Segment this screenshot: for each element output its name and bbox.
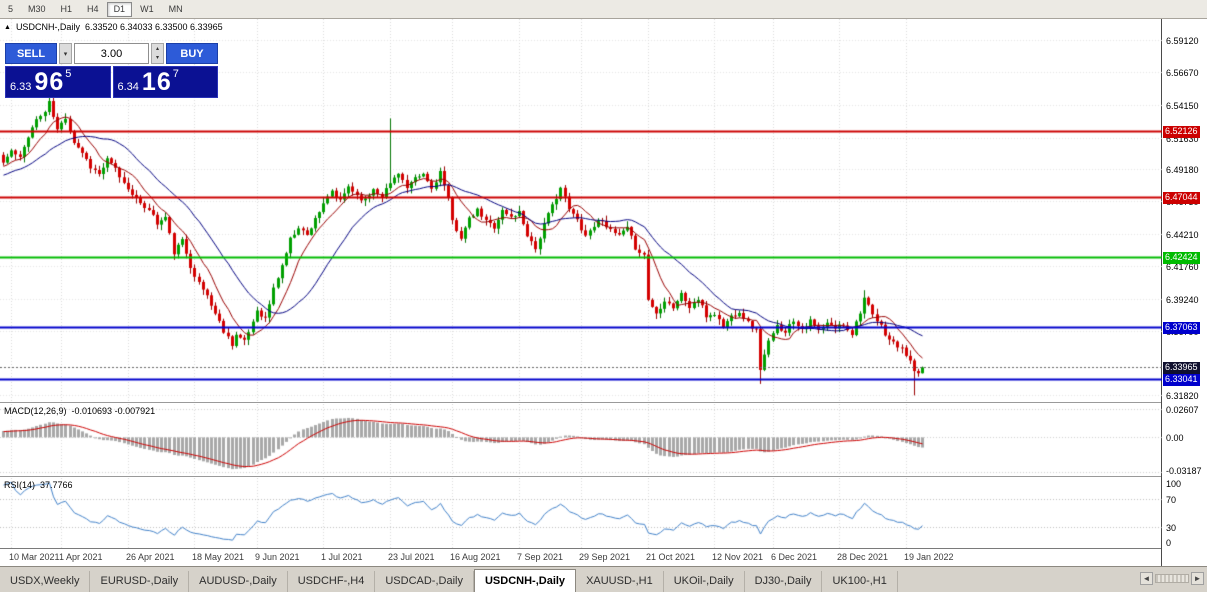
date-axis-label: 1 Jul 2021 xyxy=(321,552,363,562)
panel-separator[interactable] xyxy=(0,476,1161,478)
buy-price-prefix: 6.34 xyxy=(117,80,139,93)
chart-window: MACD(12,26,9) -0.010693 -0.007921 RSI(14… xyxy=(0,19,1207,566)
macd-name: MACD(12,26,9) xyxy=(4,406,67,416)
rsi-label: RSI(14) 37.7766 xyxy=(4,480,73,490)
symbol-period-label: USDCNH-,Daily xyxy=(15,22,80,32)
ohlc-quote-label: 6.33520 6.34033 6.33500 6.33965 xyxy=(84,22,223,32)
buy-button[interactable]: BUY xyxy=(166,43,218,64)
macd-canvas[interactable] xyxy=(0,404,1162,476)
chart-tab-usdx-weekly[interactable]: USDX,Weekly xyxy=(0,571,91,592)
order-options-dropdown-icon[interactable]: ▾ xyxy=(59,43,72,64)
macd-values: -0.010693 -0.007921 xyxy=(71,406,156,416)
chart-collapse-icon[interactable]: ▲ xyxy=(4,23,11,31)
date-axis-label: 21 Oct 2021 xyxy=(646,552,696,562)
price-axis-tick: 6.56670 xyxy=(1166,67,1199,78)
rsi-panel: RSI(14) 37.7766 xyxy=(0,478,1162,548)
rsi-value: 37.7766 xyxy=(40,480,73,490)
date-axis-label: 28 Dec 2021 xyxy=(837,552,889,562)
chart-tab-xauusd-h1[interactable]: XAUUSD-,H1 xyxy=(576,571,664,592)
price-level-badge: 6.52126 xyxy=(1163,126,1200,138)
price-level-badge: 6.42424 xyxy=(1163,252,1200,265)
chart-tab-eurusd-daily[interactable]: EURUSD-,Daily xyxy=(90,571,190,592)
sell-price-prefix: 6.33 xyxy=(10,80,32,93)
rsi-axis-tick: 0 xyxy=(1166,538,1172,548)
date-axis-label: 18 May 2021 xyxy=(192,552,245,562)
price-level-badge: 6.47044 xyxy=(1163,192,1200,205)
chart-tab-usdcnh-daily[interactable]: USDCNH-,Daily xyxy=(473,569,577,592)
sell-button[interactable]: SELL xyxy=(5,43,57,64)
date-axis-label: 10 Mar 2021 xyxy=(9,552,60,562)
date-axis-label: 29 Sep 2021 xyxy=(579,552,631,562)
sell-price-sup: 5 xyxy=(65,68,72,80)
tab-scroll-right-icon[interactable]: ► xyxy=(1191,572,1204,585)
spinner-down-icon[interactable]: ▾ xyxy=(155,55,159,62)
spinner-up-icon[interactable]: ▴ xyxy=(155,45,159,52)
timeframe-button-m30[interactable]: M30 xyxy=(28,3,46,14)
price-axis-tick: 6.59120 xyxy=(1166,36,1199,47)
chart-tab-usdchf-h4[interactable]: USDCHF-,H4 xyxy=(288,571,376,592)
buy-price-sup: 7 xyxy=(172,68,179,80)
chart-tab-audusd-daily[interactable]: AUDUSD-,Daily xyxy=(189,571,288,592)
chart-tab-bar: USDX,Weekly EURUSD-,Daily AUDUSD-,Daily USD… xyxy=(0,566,1207,592)
chart-plot-area: MACD(12,26,9) -0.010693 -0.007921 RSI(14… xyxy=(0,19,1162,566)
chart-title: ▲ USDCNH-,Daily 6.33520 6.34033 6.33500 … xyxy=(4,22,223,32)
timeframe-button-w1[interactable]: W1 xyxy=(140,3,154,14)
date-axis-label: 6 Dec 2021 xyxy=(771,552,818,562)
tab-scrollbar: ◄ ► xyxy=(1140,572,1204,585)
timeframe-button-mn[interactable]: MN xyxy=(168,3,183,14)
timeframe-button-5[interactable]: 5 xyxy=(8,3,14,14)
price-level-badge: 6.33041 xyxy=(1163,374,1200,387)
rsi-canvas[interactable] xyxy=(0,478,1162,548)
tab-scroll-track[interactable] xyxy=(1155,574,1189,583)
volume-spinner[interactable]: ▴ ▾ xyxy=(151,43,164,64)
rsi-axis-tick: 70 xyxy=(1166,495,1177,505)
macd-axis-tick: -0.03187 xyxy=(1166,466,1202,476)
panel-separator[interactable] xyxy=(0,402,1161,404)
timeframe-toolbar: 5 M30 H1 H4 D1 W1 MN xyxy=(0,0,1207,19)
chart-tabs: USDX,Weekly EURUSD-,Daily AUDUSD-,Daily USD… xyxy=(0,567,898,592)
price-axis-tick: 6.54150 xyxy=(1166,100,1199,111)
chart-tab-usdcad-daily[interactable]: USDCAD-,Daily xyxy=(375,571,474,592)
price-axis-tick: 6.44210 xyxy=(1166,230,1199,241)
macd-axis-tick: 0.02607 xyxy=(1166,405,1199,416)
date-axis[interactable]: 10 Mar 2021 1 Apr 2021 26 Apr 2021 18 May 2… xyxy=(0,548,1161,566)
date-axis-label: 7 Sep 2021 xyxy=(517,552,564,562)
price-axis[interactable]: 6.591206.566706.541506.516306.491806.467… xyxy=(1162,19,1207,566)
one-click-trade-widget: SELL ▾ ▴ ▾ BUY 6.33 96 5 xyxy=(5,43,218,98)
chart-tab-dj30-daily[interactable]: DJ30-,Daily xyxy=(745,571,823,592)
date-axis-label: 16 Aug 2021 xyxy=(450,552,501,562)
volume-input[interactable] xyxy=(74,43,149,64)
macd-panel: MACD(12,26,9) -0.010693 -0.007921 xyxy=(0,404,1162,476)
rsi-axis-tick: 30 xyxy=(1166,523,1177,533)
price-axis-tick: 6.51630 xyxy=(1166,133,1199,144)
price-level-badge: 6.37063 xyxy=(1163,322,1200,335)
buy-price-big: 16 xyxy=(141,68,172,97)
timeframe-button-h1[interactable]: H1 xyxy=(60,3,73,14)
macd-label: MACD(12,26,9) -0.010693 -0.007921 xyxy=(4,406,155,416)
tab-scroll-left-icon[interactable]: ◄ xyxy=(1140,572,1153,585)
timeframe-button-d1[interactable]: D1 xyxy=(106,1,133,17)
macd-axis-tick: 0.00 xyxy=(1166,433,1184,444)
date-axis-label: 23 Jul 2021 xyxy=(388,552,435,562)
buy-price-display[interactable]: 6.34 16 7 xyxy=(112,66,218,98)
date-axis-label: 26 Apr 2021 xyxy=(126,552,175,562)
timeframe-button-h4[interactable]: H4 xyxy=(87,3,99,14)
date-axis-label: 1 Apr 2021 xyxy=(59,552,103,562)
chart-tab-ukoil-daily[interactable]: UKOil-,Daily xyxy=(664,571,745,592)
chart-tab-uk100-h1[interactable]: UK100-,H1 xyxy=(822,571,898,592)
price-axis-tick: 6.31820 xyxy=(1166,391,1199,402)
price-axis-tick: 6.39240 xyxy=(1166,294,1199,305)
rsi-name: RSI(14) xyxy=(4,480,36,490)
date-axis-label: 19 Jan 2022 xyxy=(904,552,954,562)
price-axis-tick: 6.41760 xyxy=(1166,262,1199,272)
current-price-badge: 6.33965 xyxy=(1163,362,1200,375)
rsi-axis-tick: 100 xyxy=(1166,479,1182,489)
date-axis-label: 12 Nov 2021 xyxy=(712,552,764,562)
price-axis-tick: 6.49180 xyxy=(1166,165,1199,176)
sell-price-big: 96 xyxy=(34,68,65,97)
date-axis-label: 9 Jun 2021 xyxy=(255,552,300,562)
sell-price-display[interactable]: 6.33 96 5 xyxy=(5,66,111,98)
